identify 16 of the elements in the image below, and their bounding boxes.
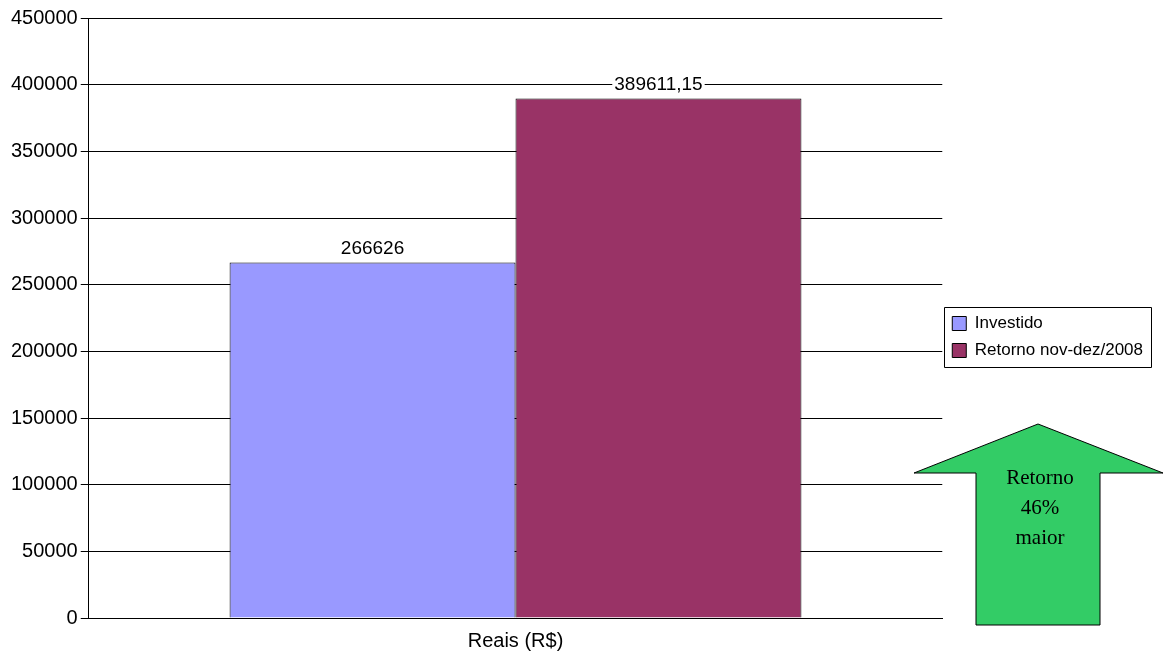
y-tick-label: 350000 [10, 138, 78, 161]
legend-label: Retorno nov-dez/2008 [974, 340, 1144, 360]
y-tick-label: 100000 [10, 472, 78, 495]
y-tick-label: 300000 [10, 205, 78, 228]
y-tick-label: 200000 [10, 338, 78, 361]
y-tick-label: 50000 [22, 538, 78, 561]
data-label: 266626 [340, 237, 405, 259]
data-label: 389611,15 [614, 73, 703, 95]
y-tick-label: 150000 [10, 405, 78, 428]
y-tick-label: 450000 [10, 5, 78, 28]
y-tick-label: 400000 [10, 72, 78, 95]
x-tick-label: Reais (R$) [467, 628, 564, 651]
text: Retorno 46% maior [1005, 464, 1075, 551]
y-tick-label: 0 [66, 605, 78, 628]
legend-label: Investido [974, 313, 1043, 333]
y-tick-label: 250000 [10, 272, 78, 295]
